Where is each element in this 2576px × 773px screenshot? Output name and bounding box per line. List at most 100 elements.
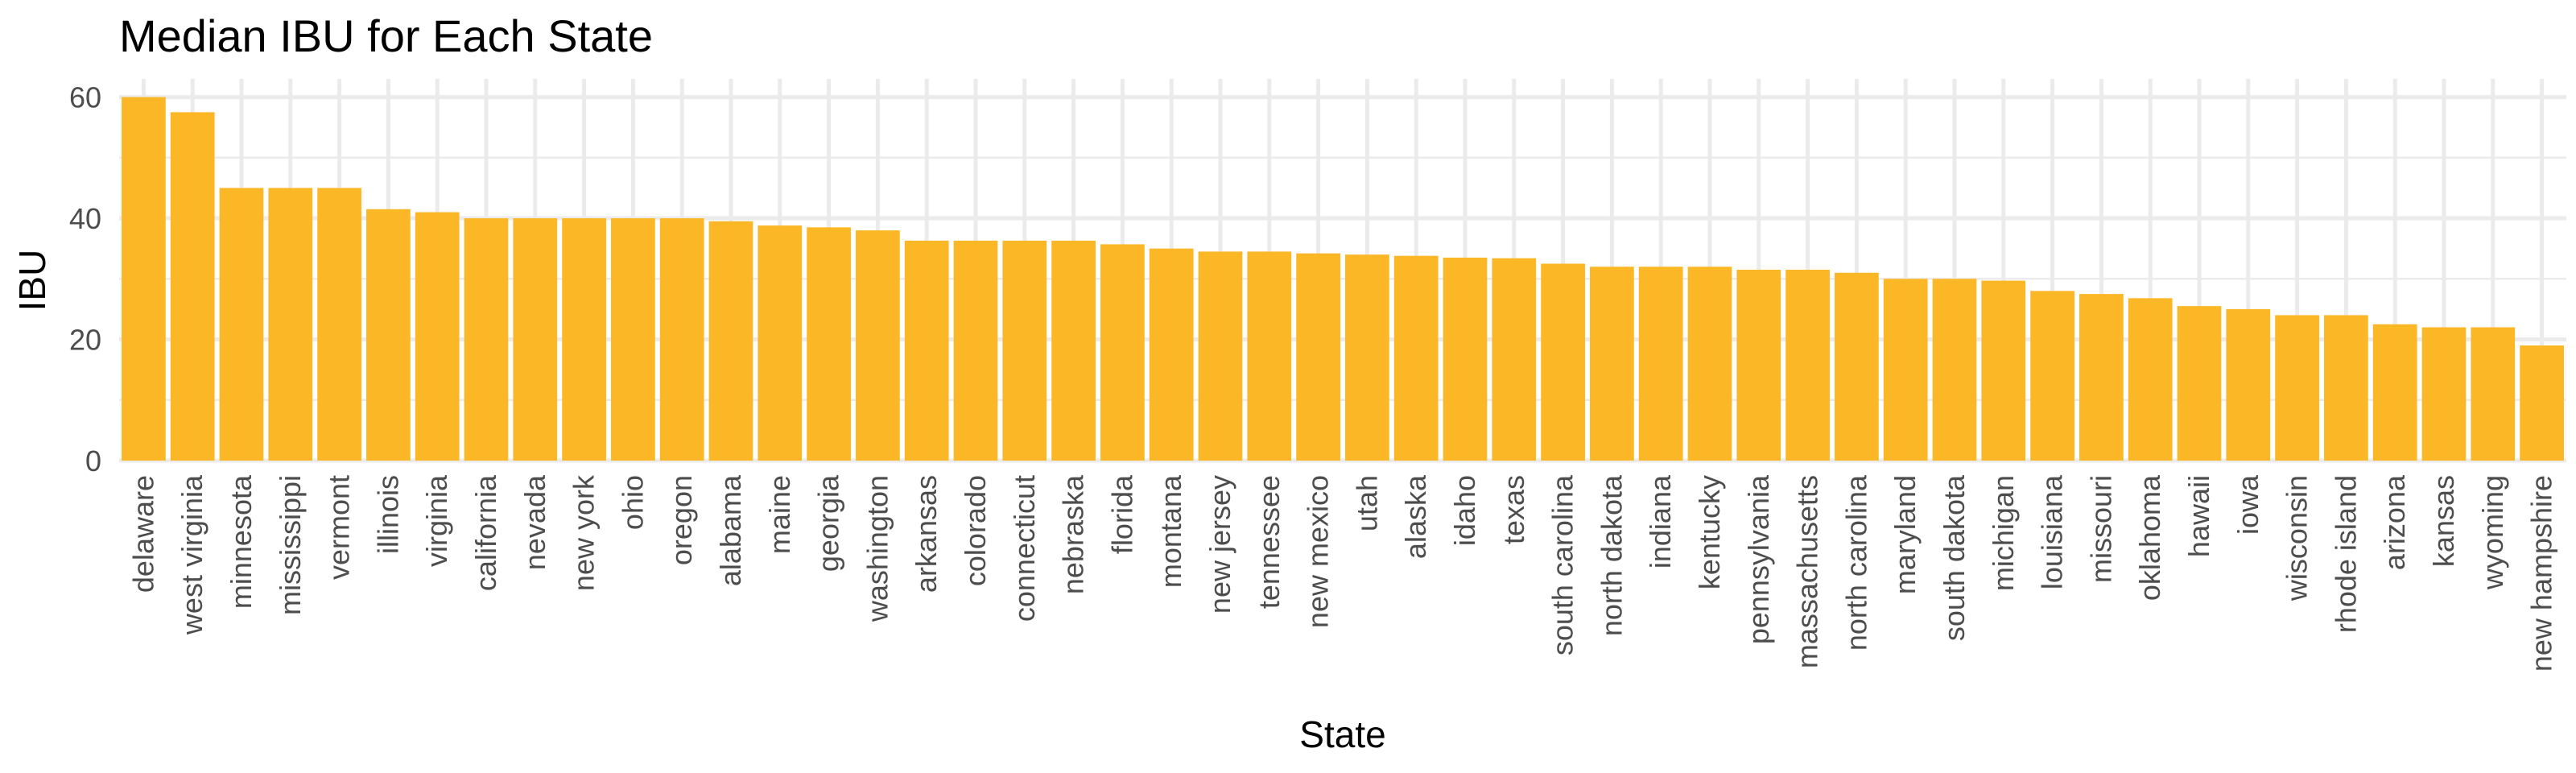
x-tick-label: utah	[1350, 475, 1383, 531]
x-tick-label: wisconsin	[2281, 475, 2314, 601]
bar-oregon	[659, 218, 704, 461]
bar-maryland	[1883, 279, 1928, 461]
bar-california	[464, 218, 509, 461]
x-tick-label: new mexico	[1302, 475, 1335, 628]
bar-montana	[1149, 248, 1194, 461]
bar-oklahoma	[2128, 298, 2173, 461]
bar-utah	[1345, 254, 1389, 461]
x-tick-label: pennsylvania	[1742, 474, 1775, 644]
y-tick-label: 0	[85, 444, 101, 477]
bar-minnesota	[219, 188, 264, 461]
bar-alaska	[1393, 255, 1439, 461]
bar-pennsylvania	[1736, 270, 1781, 461]
x-tick-label: massachusetts	[1791, 475, 1824, 668]
x-tick-label: mississippi	[274, 475, 307, 615]
bar-texas	[1492, 258, 1537, 461]
x-tick-label: tennessee	[1253, 475, 1286, 609]
x-tick-label: oklahoma	[2133, 474, 2166, 601]
bar-florida	[1100, 244, 1145, 461]
bar-louisiana	[2030, 291, 2074, 461]
x-tick-label: oregon	[665, 475, 698, 565]
bar-arkansas	[904, 240, 949, 461]
x-tick-label: florida	[1105, 474, 1138, 554]
x-tick-label: indiana	[1644, 474, 1677, 568]
x-tick-label: maryland	[1889, 475, 1922, 594]
x-tick-label: delaware	[126, 475, 159, 593]
x-axis-title: State	[1299, 713, 1385, 755]
x-tick-label: maine	[763, 475, 796, 554]
y-tick-label: 60	[69, 81, 101, 114]
x-tick-label: idaho	[1448, 475, 1481, 546]
y-tick-label: 20	[69, 324, 101, 357]
x-tick-label: connecticut	[1008, 475, 1041, 622]
x-tick-label: south dakota	[1938, 474, 1971, 641]
bar-missouri	[2079, 294, 2124, 461]
x-axis-ticks: delaware west virginia minnesota mississipp…	[126, 474, 2557, 672]
chart-title: Median IBU for Each State	[119, 10, 653, 61]
bar-michigan	[1981, 280, 2026, 461]
x-tick-label: north carolina	[1839, 474, 1872, 651]
y-tick-label: 40	[69, 202, 101, 235]
bar-colorado	[953, 240, 998, 461]
x-tick-label: iowa	[2231, 474, 2264, 535]
x-tick-label: colorado	[959, 475, 992, 586]
x-tick-label: south carolina	[1546, 474, 1579, 655]
x-tick-label: georgia	[812, 474, 845, 572]
bar-south-dakota	[1932, 279, 1977, 461]
bar-mississippi	[268, 188, 313, 461]
bar-south-carolina	[1541, 263, 1585, 461]
x-tick-label: missouri	[2084, 475, 2117, 583]
x-tick-label: kentucky	[1693, 475, 1726, 589]
bar-new-mexico	[1296, 253, 1340, 461]
bar-new-jersey	[1198, 251, 1243, 461]
x-tick-label: illinois	[371, 475, 404, 554]
bar-indiana	[1638, 267, 1683, 461]
bar-north-carolina	[1835, 272, 1879, 461]
x-tick-label: arizona	[2378, 474, 2411, 570]
x-tick-label: alaska	[1399, 474, 1432, 559]
x-tick-label: west virginia	[175, 474, 208, 635]
bar-ohio	[611, 218, 655, 461]
bar-wyoming	[2471, 327, 2516, 461]
bar-massachusetts	[1785, 270, 1830, 461]
x-tick-label: nebraska	[1057, 474, 1090, 594]
bar-delaware	[122, 97, 166, 461]
x-tick-label: washington	[861, 475, 894, 622]
bar-kansas	[2421, 327, 2467, 461]
bar-nebraska	[1051, 240, 1096, 461]
y-axis-ticks: 0 20 40 60	[69, 81, 101, 477]
x-tick-label: wyoming	[2476, 475, 2509, 590]
x-tick-label: michigan	[1987, 475, 2020, 591]
bar-west-virginia	[170, 112, 215, 461]
x-tick-label: ohio	[616, 475, 649, 530]
x-tick-label: nevada	[518, 474, 551, 570]
bar-kentucky	[1687, 267, 1732, 461]
bar-iowa	[2226, 308, 2271, 461]
bar-wisconsin	[2275, 315, 2319, 461]
x-tick-label: new york	[568, 474, 601, 591]
bar-rhode-island	[2324, 315, 2368, 461]
bar-vermont	[317, 188, 361, 461]
bar-new-hampshire	[2520, 345, 2564, 461]
x-tick-label: new jersey	[1203, 475, 1236, 614]
x-tick-label: vermont	[323, 475, 356, 580]
bar-nevada	[513, 218, 558, 461]
x-tick-label: alabama	[714, 474, 747, 586]
x-tick-label: minnesota	[225, 474, 258, 609]
x-tick-label: rhode island	[2329, 475, 2362, 633]
x-tick-label: texas	[1497, 475, 1530, 544]
bar-arizona	[2372, 324, 2417, 461]
y-axis-title: IBU	[11, 250, 53, 312]
bar-tennessee	[1247, 251, 1292, 461]
x-tick-label: north dakota	[1595, 474, 1628, 636]
x-tick-label: kansas	[2427, 475, 2460, 567]
bars	[122, 97, 2564, 461]
bar-virginia	[415, 212, 460, 461]
bar-new-york	[562, 218, 606, 461]
x-tick-label: new hampshire	[2525, 475, 2558, 672]
bar-maine	[758, 225, 803, 461]
x-tick-label: arkansas	[910, 475, 943, 593]
bar-georgia	[807, 227, 851, 461]
